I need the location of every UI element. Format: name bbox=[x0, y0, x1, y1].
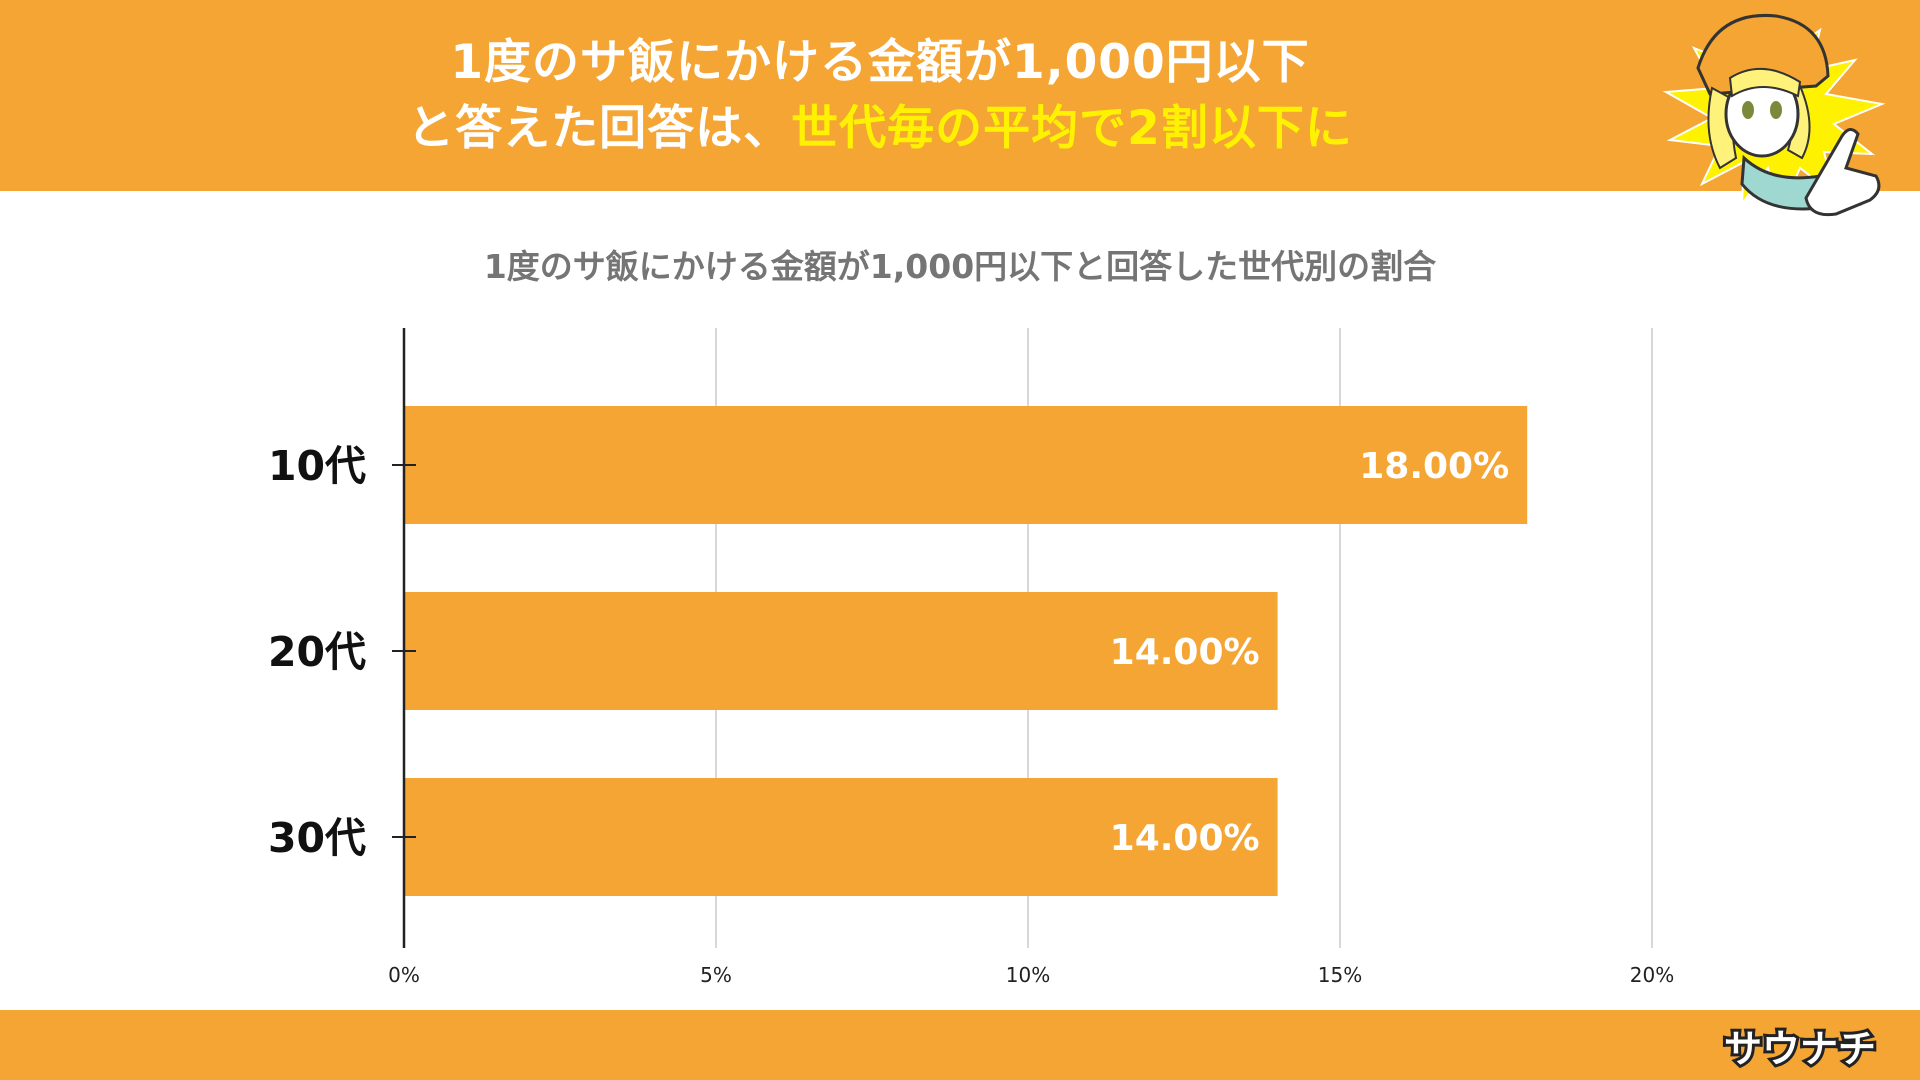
headline-line-1: 1度のサ飯にかける金額が1,000円以下 bbox=[450, 35, 1310, 90]
bar bbox=[404, 778, 1278, 896]
chart-title: 1度のサ飯にかける金額が1,000円以下と回答した世代別の割合 bbox=[483, 247, 1437, 286]
category-label: 10代 bbox=[268, 442, 366, 490]
x-tick-label: 0% bbox=[388, 963, 420, 987]
header-banner bbox=[0, 0, 1920, 191]
bar-chart: 0% 5% 10% 15% 20% 18.00% 10代 14.00% 20代 14.00% 30代 bbox=[268, 328, 1674, 987]
x-tick-label: 20% bbox=[1630, 963, 1674, 987]
x-tick-label: 15% bbox=[1318, 963, 1362, 987]
footer-banner bbox=[0, 1010, 1920, 1080]
headline-line-2-prefix: と答えた回答は、 bbox=[407, 101, 792, 156]
pointing-girl-mascot-icon bbox=[1662, 13, 1886, 217]
logo-text: サウナチ bbox=[1724, 1027, 1876, 1071]
headline: 1度のサ飯にかける金額が1,000円以下 と答えた回答は、世代毎の平均で2割以下… bbox=[0, 30, 1760, 162]
headline-line-2: と答えた回答は、世代毎の平均で2割以下に bbox=[0, 96, 1760, 162]
brand-logo-icon: サウナチ bbox=[1721, 1024, 1879, 1074]
data-label: 14.00% bbox=[1110, 632, 1260, 673]
category-label: 30代 bbox=[268, 814, 366, 862]
x-tick-label: 5% bbox=[700, 963, 732, 987]
data-label: 14.00% bbox=[1110, 818, 1260, 859]
bar bbox=[404, 406, 1528, 524]
bar bbox=[404, 592, 1278, 710]
data-label: 18.00% bbox=[1359, 446, 1509, 487]
category-label: 20代 bbox=[268, 628, 366, 676]
headline-line-2-highlight: 世代毎の平均で2割以下に bbox=[791, 101, 1353, 156]
x-tick-label: 10% bbox=[1006, 963, 1050, 987]
